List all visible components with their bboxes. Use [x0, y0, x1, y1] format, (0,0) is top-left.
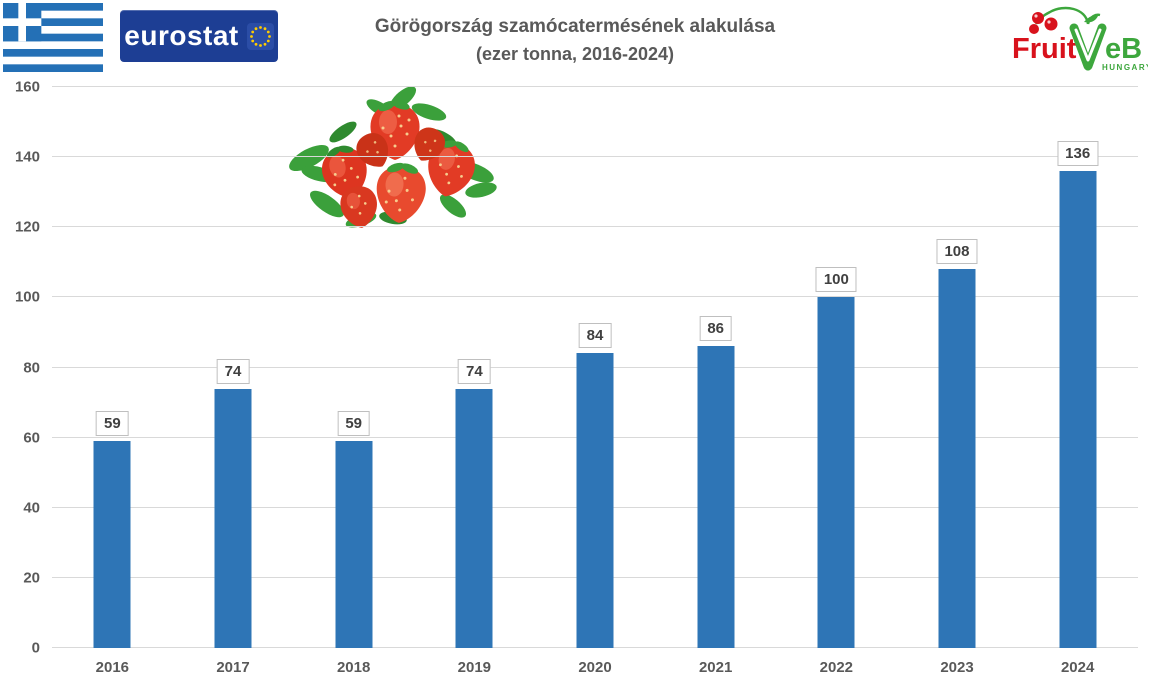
bar-2019 [455, 388, 493, 648]
y-tick-label: 80 [23, 359, 40, 376]
bar-value-label: 59 [337, 411, 370, 437]
svg-text:eB: eB [1105, 33, 1142, 65]
x-tick-label: 2018 [336, 659, 371, 676]
gridline [52, 86, 1138, 87]
bar-2024 [1059, 171, 1097, 648]
eurostat-logo: eurostat [120, 10, 278, 62]
x-tick-label: 2016 [95, 659, 130, 676]
chart-title: Görögország szamócatermésének alakulása … [285, 13, 865, 68]
svg-text:Fruit: Fruit [1012, 33, 1077, 65]
bar-value-label: 84 [578, 323, 612, 349]
x-tick-label: 2022 [819, 659, 854, 676]
x-tick-label: 2019 [457, 659, 492, 676]
bar-2020 [576, 353, 614, 648]
bar-value-label: 100 [815, 267, 857, 293]
strawberries-image [289, 86, 497, 228]
y-axis: 0 20 40 60 80 100 120 140 160 [0, 79, 44, 657]
greek-flag-icon [3, 3, 103, 72]
bar-value-label: 59 [95, 411, 129, 437]
y-tick-label: 20 [23, 569, 40, 587]
fruitveb-logo: Fruit eB HUNGARY [1012, 6, 1148, 72]
bar-slot: 84 [535, 87, 656, 648]
y-tick-label: 60 [23, 429, 40, 447]
bar-slot: 59 [52, 87, 173, 648]
bar-slot: 100 [776, 87, 897, 648]
y-tick-label: 40 [23, 499, 40, 517]
y-tick-label: 120 [14, 218, 40, 236]
gridline [52, 226, 1138, 228]
bar-2018 [335, 441, 373, 648]
y-tick-label: 100 [14, 288, 40, 306]
bar-value-label: 136 [1057, 141, 1099, 167]
bar-2016 [93, 441, 131, 648]
x-tick-label: 2024 [1060, 659, 1095, 676]
chart-title-line1: Görögország szamócatermésének alakulása [374, 16, 776, 37]
y-tick-label: 160 [14, 78, 40, 96]
x-axis: 2016 2017 2018 2019 2020 2021 2022 2023 2024 [52, 648, 1138, 684]
x-tick-label: 2021 [698, 659, 733, 676]
bar-slot: 74 [414, 87, 535, 648]
bar-value-label: 86 [699, 316, 732, 342]
x-tick-label: 2017 [216, 659, 250, 676]
bar-value-label: 74 [216, 358, 250, 384]
gridline [52, 156, 1138, 158]
bar-slot: 59 [293, 87, 414, 648]
svg-text:HUNGARY: HUNGARY [1102, 63, 1148, 72]
cherry-icon [1029, 12, 1058, 34]
bar-slot: 86 [655, 87, 776, 648]
bar-2017 [214, 388, 252, 648]
x-tick-label: 2023 [940, 659, 974, 676]
bar-slot: 136 [1017, 87, 1138, 648]
y-tick-label: 0 [31, 639, 40, 657]
bar-2022 [817, 297, 855, 648]
plot-area: 59 74 59 74 84 86 100 108 136 [52, 86, 1138, 648]
y-tick-label: 140 [14, 148, 40, 166]
bar-2021 [697, 346, 735, 648]
x-tick-label: 2020 [578, 659, 612, 676]
bar-value-label: 74 [457, 358, 491, 384]
bar-slot: 108 [897, 87, 1018, 648]
chart-title-line2: (ezer tonna, 2016-2024) [475, 44, 675, 64]
bar-2023 [938, 269, 976, 648]
eurostat-label: eurostat [124, 20, 239, 51]
bar-value-label: 108 [936, 239, 978, 265]
bar-slot: 74 [173, 87, 294, 648]
eu-stars-icon [246, 22, 274, 50]
gridline [52, 296, 1138, 298]
